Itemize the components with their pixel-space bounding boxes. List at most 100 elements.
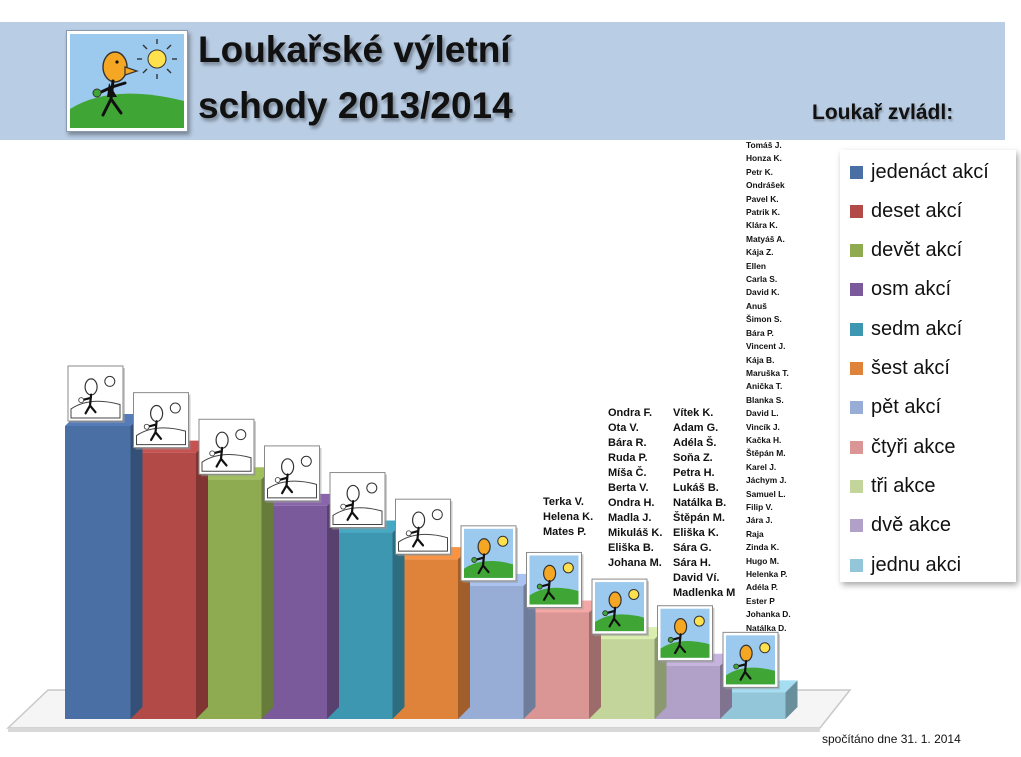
legend-swatch [850,244,863,258]
bar-side-3 [261,467,274,719]
bar-side-11 [785,680,798,719]
legend-swatch [850,322,863,336]
legend-label: jednu akci [871,553,962,576]
name-entry: Ota V. [608,422,639,434]
legend-label: čtyři akce [871,435,956,458]
name-entry: Raja [746,528,764,539]
name-entry: David K. [746,287,780,298]
name-entry: Bára R. [608,437,647,449]
name-entry: Berta V. [608,482,649,494]
hiker-icon [591,578,649,637]
legend-item: devět akcí [850,237,962,265]
legend-label: devět akcí [871,239,963,262]
name-entry: Blanka S. [746,394,784,405]
legend-label: dvě akce [871,514,952,537]
legend-label: tři akce [871,474,936,497]
name-entry: Karel J. [746,461,777,472]
bar-1 [65,414,143,719]
name-entry: Ester P [746,595,775,606]
name-entry: Eliška K. [673,527,719,539]
name-entry: Sára G. [673,542,712,554]
legend-label: sedm akcí [871,317,963,340]
name-entry: Natálka D. [746,622,787,633]
page-title: Loukařské výletní schody 2013/2014 [198,22,513,134]
legend-swatch [850,283,863,297]
name-entry: Maruška T. [746,367,789,378]
name-entry: Johanka D. [746,609,791,620]
name-entry: Honza K. [746,153,782,164]
names-list: Tomáš J. Honza K. Petr K. Ondrášek Pavel K. P… [746,139,791,635]
name-entry: Jáchym J. [746,475,787,486]
name-entry: Adéla P. [746,582,778,593]
name-entry: Ruda P. [608,452,648,464]
legend-item: tři akce [850,472,935,500]
name-entry: Sára H. [673,557,711,569]
name-entry: Terka V. [543,496,584,508]
name-entry: Kačka H. [746,434,782,445]
name-entry: Tomáš J. [746,140,782,150]
legend-label: jedenáct akcí [871,160,989,183]
legend-swatch [850,362,863,375]
hiker-icon [657,605,715,663]
name-entry: Vincík J. [746,421,780,432]
name-entry: Adam G. [673,422,719,434]
bar-side-5 [392,520,405,719]
name-entry: Ellen [746,260,767,271]
legend-heading: Loukař zvládl: [812,101,954,124]
hiker-icon [722,631,780,690]
name-entry: Soňa Z. [673,452,713,464]
names-list: Terka V. Helena K. Mates P. [543,495,593,540]
bar-side-6 [458,547,470,719]
name-entry: Helena K. [543,511,594,523]
legend-swatch [850,401,863,415]
hiker-on-hill-icon [70,34,184,128]
hiker-icon [395,498,453,557]
bar-side-1 [130,414,143,719]
name-entry: Šimon S. [746,314,782,325]
name-entry: David L. [746,408,779,419]
name-entry: Ondra H. [608,497,655,509]
name-entry: Matyáš A. [746,233,785,244]
names-list: Vítek K. Adam G. Adéla Š. Soňa Z. Petra H. Lu… [673,406,735,601]
hiker-icon [460,525,518,583]
hiker-icon [329,472,387,530]
footnote: spočítáno dne 31. 1. 2014 [822,732,961,746]
legend-item: čtyři akce [850,433,955,461]
name-entry: Bára P. [746,327,774,338]
name-entry: Eliška B. [608,542,654,554]
name-entry: Jára J. [746,515,773,526]
legend-swatch [850,558,863,572]
name-entry: Anička T. [746,381,783,392]
name-entry: Štěpán M. [673,512,725,524]
name-entry: Ondra F. [608,407,653,419]
name-entry: Ondrášek [746,180,785,191]
logo [66,30,188,132]
name-entry: Vítek K. [673,407,714,419]
legend-item: sedm akcí [850,315,962,343]
name-entry: Johana M. [608,557,662,569]
chart-legend: jedenáct akcí deset akcí devět akcí osm akc… [840,150,1016,582]
bar-side-7 [523,573,536,719]
name-entry: Helenka P. [746,569,788,579]
name-entry: David Ví. [673,572,720,584]
legend-swatch [850,165,863,179]
bar-side-2 [196,440,208,719]
name-entry: Kája Z. [746,247,774,258]
names-list: Ondra F. Ota V. Bára R. Ruda P. Míša Č. Berta… [608,406,662,571]
legend-item: jednu akci [850,551,961,579]
name-entry: Filip V. [746,501,773,512]
name-entry: Carla S. [746,274,778,285]
name-entry: Klára K. [746,220,778,231]
legend-item: osm akcí [850,276,951,304]
name-entry: Samuel L. [746,488,786,499]
name-entry: Petr K. [746,166,773,177]
chart-floor-edge [8,728,820,732]
bar-side-4 [327,493,339,719]
name-entry: Anuš [746,300,767,311]
legend-swatch [850,519,863,533]
name-entry: Lukáš B. [673,482,719,494]
name-entry: Zinda K. [746,542,780,553]
legend-label: deset akcí [871,199,963,222]
legend-item: šest akcí [850,355,950,383]
